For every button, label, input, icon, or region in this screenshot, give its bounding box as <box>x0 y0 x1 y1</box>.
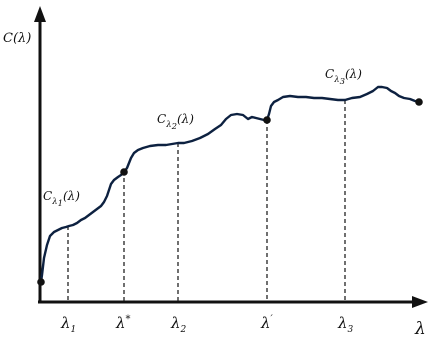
breakpoint-end <box>415 98 423 106</box>
tick-label-lambda-prime: λ′ <box>260 314 274 332</box>
cost-curve <box>39 85 421 284</box>
breakpoint-lambda-prime <box>263 116 271 124</box>
y-axis-arrowhead <box>34 6 46 22</box>
curve-label-c-lambda1: Cλ1(λ) <box>43 189 80 209</box>
breakpoint-start <box>37 278 45 286</box>
breakpoint-lambda-star <box>120 168 128 176</box>
axes <box>34 6 428 308</box>
guide-lines <box>67 100 346 302</box>
y-axis-label: C(λ) <box>3 31 31 46</box>
tick-label-lambda3: λ3 <box>337 314 354 335</box>
tick-label-lambda-star: λ* <box>115 314 131 332</box>
x-axis-label: λ <box>414 319 426 339</box>
tick-label-lambda2: λ2 <box>170 314 187 335</box>
x-axis-arrowhead <box>412 296 428 308</box>
curve-label-c-lambda3: Cλ3(λ) <box>325 67 362 87</box>
tick-label-lambda1: λ1 <box>60 314 76 335</box>
breakpoints <box>37 98 423 286</box>
curve-label-c-lambda2: Cλ2(λ) <box>157 112 194 132</box>
